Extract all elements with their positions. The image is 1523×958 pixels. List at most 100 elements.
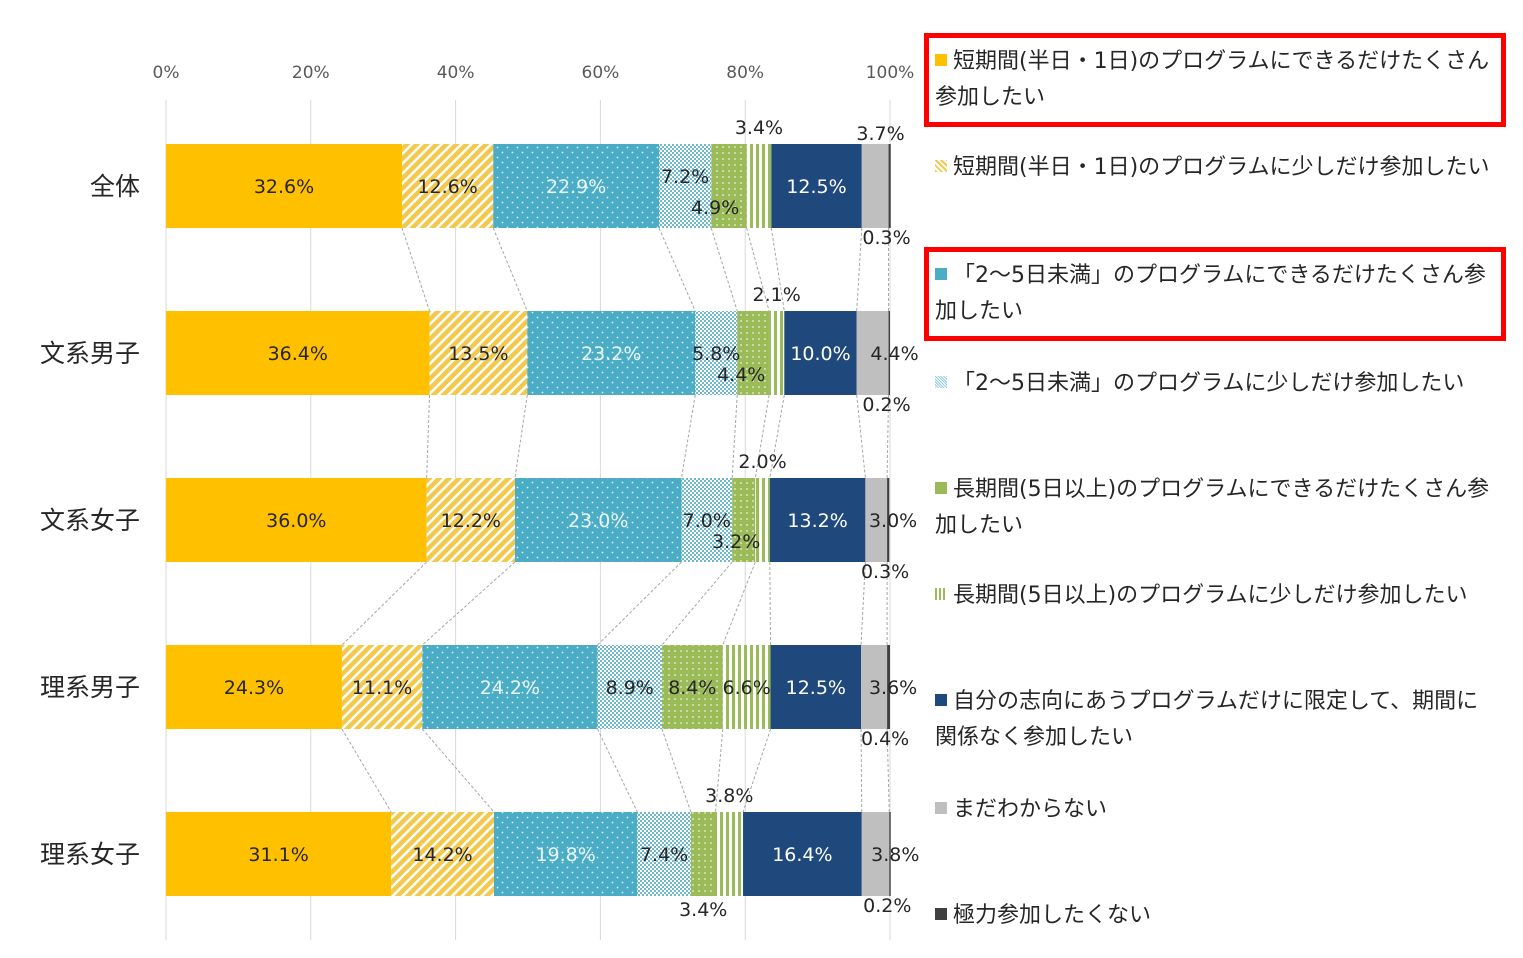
series-line: [680, 394, 696, 479]
data-label: 3.0%: [869, 510, 917, 532]
category-label: 全体: [90, 172, 140, 201]
bar-segment: [889, 812, 891, 896]
data-label: 19.8%: [535, 844, 595, 866]
legend-swatch: [935, 482, 947, 494]
series-line: [742, 728, 772, 813]
bar-segment: [166, 478, 427, 562]
category-label: 理系女子: [40, 840, 140, 869]
legend-label: 「2～5日未満」のプログラムに少しだけ参加したい: [953, 371, 1465, 396]
bar-segment: [746, 144, 772, 228]
series-line: [426, 394, 431, 479]
data-label: 16.4%: [772, 844, 832, 866]
data-label: 12.2%: [441, 510, 501, 532]
bar-segment: [659, 144, 712, 228]
x-tick-label: 40%: [437, 63, 475, 83]
legend-label: まだわからない: [953, 797, 1108, 822]
data-label: 8.4%: [668, 677, 716, 699]
data-label: 3.8%: [705, 785, 753, 807]
series-line: [514, 394, 528, 479]
series-line: [661, 728, 692, 813]
data-label: 4.4%: [717, 364, 765, 386]
legend-swatch: [935, 588, 947, 600]
legend-swatch: [935, 268, 947, 280]
series-line: [341, 561, 427, 646]
series-line: [710, 227, 738, 312]
x-tick-label: 20%: [292, 63, 330, 83]
data-label: 3.4%: [735, 117, 783, 139]
data-label: 0.2%: [862, 394, 910, 416]
series-line: [597, 561, 682, 646]
data-label: 7.4%: [640, 844, 688, 866]
legend-swatch: [935, 694, 947, 706]
legend-item: 長期間(5日以上)のプログラムにできるだけたくさん参加したい: [935, 472, 1495, 544]
data-label: 3.2%: [712, 531, 760, 553]
series-line: [860, 561, 866, 646]
series-line: [754, 394, 770, 479]
legend-item: 短期間(半日・1日)のプログラムに少しだけ参加したい: [935, 150, 1495, 186]
data-label: 13.5%: [448, 343, 508, 365]
series-line: [722, 561, 756, 646]
series-line: [886, 394, 890, 479]
bar-segment: [755, 478, 770, 562]
bar-segment: [493, 812, 638, 896]
series-line: [856, 227, 863, 312]
series-line: [856, 394, 866, 479]
data-label: 7.0%: [683, 510, 731, 532]
data-label: 7.2%: [661, 166, 709, 188]
bar-segment: [771, 144, 862, 228]
bar-segment: [769, 311, 785, 395]
data-label: 23.0%: [568, 510, 628, 532]
series-line: [731, 394, 738, 479]
x-tick-label: 60%: [582, 63, 620, 83]
bar-segment: [426, 478, 515, 562]
bar-segment: [732, 478, 756, 562]
bar-segment: [690, 812, 716, 896]
series-line: [715, 728, 724, 813]
series-line: [492, 227, 528, 312]
legend-item: 自分の志向にあうプログラムだけに限定して、期間に関係なく参加したい: [935, 684, 1495, 756]
bar-segment: [695, 311, 738, 395]
bar-segment: [166, 812, 392, 896]
bar-segment: [865, 478, 888, 562]
data-label: 0.3%: [862, 227, 910, 249]
data-label: 3.8%: [871, 844, 919, 866]
data-label: 2.1%: [753, 284, 801, 306]
data-label: 36.0%: [266, 510, 326, 532]
data-label: 6.6%: [723, 677, 771, 699]
legend-label: 短期間(半日・1日)のプログラムに少しだけ参加したい: [953, 155, 1490, 180]
legend-swatch: [935, 376, 947, 388]
series-line: [746, 227, 770, 312]
data-label: 2.0%: [738, 451, 786, 473]
series-line: [769, 561, 772, 646]
bar-segment: [887, 478, 890, 562]
bar-segment: [166, 144, 403, 228]
data-label: 3.7%: [856, 123, 904, 145]
series-line: [860, 728, 863, 813]
legend-item: 短期間(半日・1日)のプログラムにできるだけたくさん参加したい: [924, 33, 1506, 127]
series-line: [421, 561, 516, 646]
data-label: 4.4%: [870, 343, 918, 365]
bar-segment: [166, 645, 342, 729]
bar-segment: [715, 812, 744, 896]
data-label: 11.1%: [352, 677, 412, 699]
bar-segment: [514, 478, 682, 562]
data-label: 14.2%: [412, 844, 472, 866]
bar-segment: [784, 311, 857, 395]
category-label: 文系女子: [40, 506, 140, 535]
bar-segment: [861, 812, 890, 896]
legend-label: 自分の志向にあうプログラムだけに限定して、期間に関係なく参加したい: [935, 689, 1479, 750]
data-label: 12.6%: [417, 176, 477, 198]
data-label: 24.3%: [224, 677, 284, 699]
legend-swatch: [935, 54, 947, 66]
bar-segment: [769, 478, 866, 562]
x-tick-label: 0%: [153, 63, 180, 83]
series-line: [769, 394, 785, 479]
data-label: 3.6%: [869, 677, 917, 699]
bar-segment: [637, 812, 691, 896]
legend-label: 短期間(半日・1日)のプログラムにできるだけたくさん参加したい: [935, 49, 1490, 110]
bar-segment: [861, 144, 889, 228]
bar-segment: [722, 645, 771, 729]
data-label: 0.4%: [861, 728, 909, 750]
legend-label: 「2～5日未満」のプログラムにできるだけたくさん参加したい: [935, 263, 1486, 324]
data-label: 8.9%: [606, 677, 654, 699]
